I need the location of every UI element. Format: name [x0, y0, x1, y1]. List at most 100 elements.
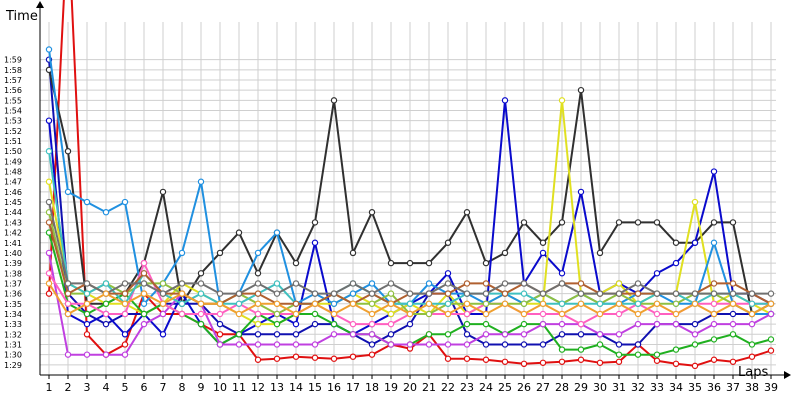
data-point [216, 320, 224, 328]
data-point [482, 356, 490, 363]
data-point [539, 249, 547, 257]
data-point [216, 249, 224, 257]
data-point [330, 355, 338, 362]
data-point [140, 270, 148, 277]
data-point [387, 310, 395, 318]
data-point [482, 310, 490, 318]
y-tick-label: 1:39 [4, 259, 22, 268]
y-tick-label: 1:32 [4, 330, 22, 339]
y-tick-label: 1:52 [4, 127, 22, 136]
data-point [596, 300, 604, 307]
data-point [653, 219, 661, 226]
data-point [197, 178, 205, 185]
data-point [558, 320, 566, 328]
data-point [634, 341, 642, 348]
data-point [463, 300, 471, 307]
data-point [520, 341, 528, 348]
y-tick-label: 1:53 [4, 117, 22, 126]
data-point [577, 356, 585, 363]
data-point [273, 280, 281, 287]
data-point [691, 320, 699, 328]
data-point [767, 347, 775, 354]
data-point [140, 259, 148, 267]
data-point [710, 310, 718, 318]
data-point [539, 300, 547, 307]
data-point [387, 280, 395, 287]
data-point [596, 249, 604, 257]
data-point [235, 300, 243, 307]
data-point [463, 320, 471, 328]
data-point [577, 280, 585, 287]
data-point [197, 270, 205, 277]
data-point [444, 310, 452, 318]
data-point [292, 320, 300, 328]
data-point [710, 290, 718, 297]
data-point [368, 320, 376, 328]
data-point [349, 353, 357, 360]
data-point [121, 341, 129, 348]
y-tick-label: 1:58 [4, 66, 22, 75]
data-point [273, 331, 281, 338]
y-tick-label: 1:54 [4, 107, 22, 116]
data-point [235, 310, 243, 318]
data-point [444, 270, 452, 277]
data-point [330, 310, 338, 318]
data-point [406, 320, 414, 328]
data-point [64, 300, 72, 307]
data-point [444, 280, 452, 287]
data-point [653, 300, 661, 307]
data-point [273, 310, 281, 318]
x-tick-label: 8 [179, 381, 186, 394]
data-point [159, 331, 167, 338]
data-point [64, 290, 72, 297]
data-point [64, 147, 72, 155]
data-point [311, 219, 319, 226]
data-point [102, 320, 110, 328]
y-tick-label: 1:56 [4, 86, 22, 95]
data-point [273, 355, 281, 362]
data-point [235, 229, 243, 236]
data-point [653, 320, 661, 328]
data-point [672, 300, 680, 307]
data-point [235, 331, 243, 338]
data-point [748, 341, 756, 348]
x-tick-label: 6 [141, 381, 148, 394]
data-point [45, 46, 53, 53]
data-point [558, 346, 566, 353]
data-point [197, 300, 205, 307]
data-point [216, 331, 224, 338]
data-point [482, 331, 490, 338]
data-point [710, 320, 718, 328]
data-point [444, 355, 452, 362]
data-point [748, 290, 756, 297]
data-point [45, 249, 53, 257]
data-point [615, 280, 623, 287]
data-point [577, 346, 585, 353]
data-point [368, 341, 376, 348]
y-tick-label: 1:33 [4, 320, 22, 329]
y-tick-label: 1:49 [4, 157, 22, 166]
x-tick-label: 36 [707, 381, 721, 394]
data-point [159, 300, 167, 307]
x-tick-label: 20 [403, 381, 417, 394]
data-point [349, 280, 357, 287]
data-point [273, 229, 281, 236]
data-point [254, 300, 262, 307]
data-point [406, 290, 414, 297]
data-point [45, 219, 53, 226]
data-point [577, 290, 585, 297]
data-point [615, 358, 623, 365]
data-point [178, 280, 186, 287]
data-point [64, 188, 72, 196]
data-point [292, 280, 300, 287]
x-tick-label: 15 [308, 381, 322, 394]
y-tick-label: 1:55 [4, 96, 22, 105]
data-point [83, 280, 91, 287]
x-tick-label: 31 [612, 381, 626, 394]
data-point [729, 320, 737, 328]
data-point [425, 300, 433, 307]
data-point [634, 300, 642, 307]
y-tick-label: 1:59 [4, 56, 22, 65]
data-point [444, 300, 452, 307]
y-tick-label: 1:46 [4, 188, 22, 197]
